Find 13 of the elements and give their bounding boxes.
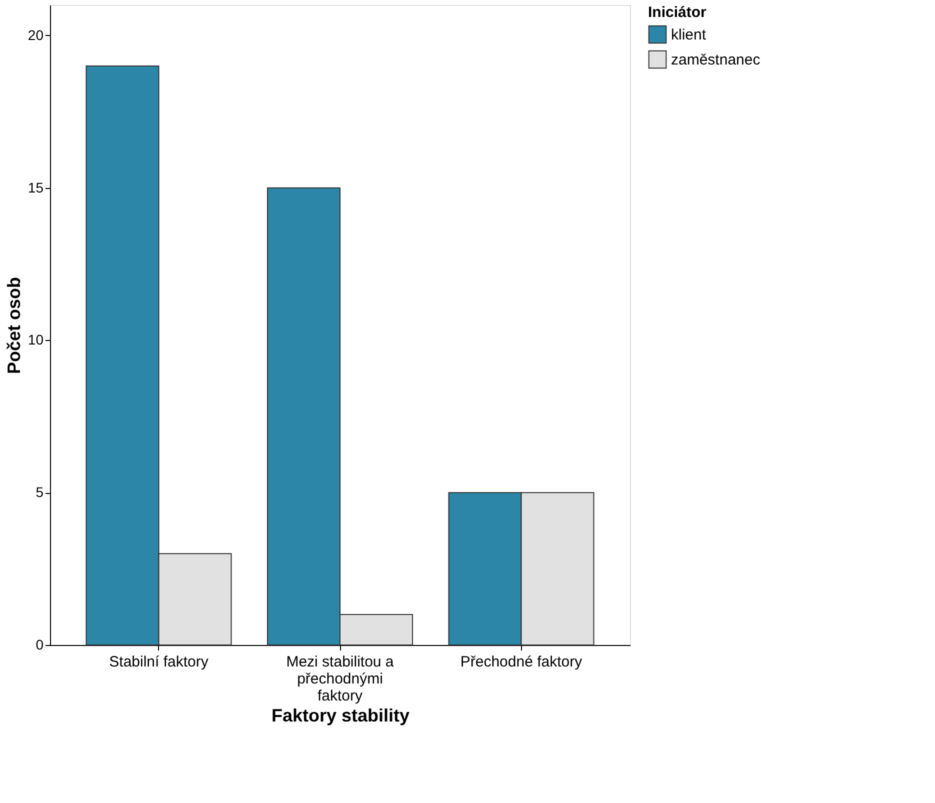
y-tick-label: 5 (36, 484, 44, 500)
y-axis-title: Počet osob (4, 276, 24, 374)
x-tick-label: Stabilní faktory (109, 654, 209, 670)
x-tick-label: Mezi stabilitou a přechodnými faktory (286, 654, 394, 704)
y-tick-label: 0 (36, 636, 44, 652)
x-axis-title: Faktory stability (271, 706, 410, 726)
legend-label: klient (671, 26, 707, 44)
y-tick-label: 15 (28, 179, 44, 196)
y-tick-label: 10 (28, 332, 44, 348)
x-tick-label: Přechodné faktory (460, 654, 583, 670)
legend-title: Iniciátor (648, 4, 707, 21)
legend-label: zaměstnanec (671, 52, 761, 68)
y-tick-label: 20 (28, 26, 44, 43)
